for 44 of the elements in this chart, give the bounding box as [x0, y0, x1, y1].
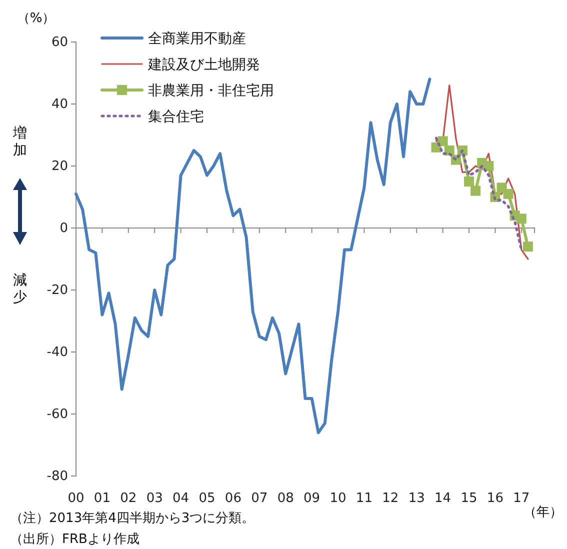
point: [503, 188, 514, 199]
y-tick-label: 0: [60, 221, 68, 236]
x-tick-label: 03: [146, 491, 163, 506]
y-tick-label: -40: [46, 345, 68, 360]
x-tick-label: 08: [277, 491, 294, 506]
x-tick-label: 14: [434, 491, 452, 506]
point: [464, 176, 474, 186]
y-tick-label: 60: [51, 35, 68, 50]
x-tick-label: 10: [330, 491, 346, 506]
y-tick-label: -80: [46, 469, 68, 484]
x-tick-label: 05: [198, 491, 216, 506]
x-tick-label: 17: [513, 491, 530, 506]
point: [438, 136, 448, 146]
x-tick-label: 04: [172, 491, 190, 506]
text: （注）2013年第4四半期から3つに分類。: [10, 511, 255, 526]
point: [516, 214, 526, 224]
x-tick-label: 13: [408, 491, 425, 506]
x-tick-label: 00: [68, 491, 84, 506]
x-tick-label: 16: [486, 491, 504, 506]
x-tick-label: 02: [120, 491, 137, 506]
line-series: [74, 78, 432, 434]
y-tick-label: 40: [51, 97, 68, 112]
legend-label: 集合住宅: [148, 109, 204, 125]
point: [522, 242, 533, 252]
x-axis-title: （年）: [524, 505, 562, 520]
legend-label: 全商業用不動産: [148, 31, 246, 47]
x-tick-label: 12: [382, 491, 399, 506]
x-tick-label: 07: [251, 491, 268, 506]
x-tick-label: 06: [224, 491, 242, 506]
text: 増加: [12, 124, 27, 158]
y-tick-label: -20: [46, 283, 68, 298]
legend-label: 非農業用・非住宅用: [148, 83, 274, 99]
x-tick-label: 09: [304, 491, 320, 506]
y-tick-label: -60: [46, 407, 68, 422]
legend-label: 建設及び土地開発: [147, 57, 260, 73]
y-tick-label: 20: [51, 159, 68, 174]
x-tick-label: 15: [460, 491, 478, 506]
x-tick-label: 11: [356, 491, 372, 506]
y-axis-title: （%）: [16, 11, 56, 26]
point: [484, 161, 494, 171]
point: [470, 186, 481, 196]
text: （出所）FRBより作成: [10, 532, 140, 547]
x-tick-label: 01: [94, 491, 110, 506]
text: 減少: [13, 272, 27, 306]
